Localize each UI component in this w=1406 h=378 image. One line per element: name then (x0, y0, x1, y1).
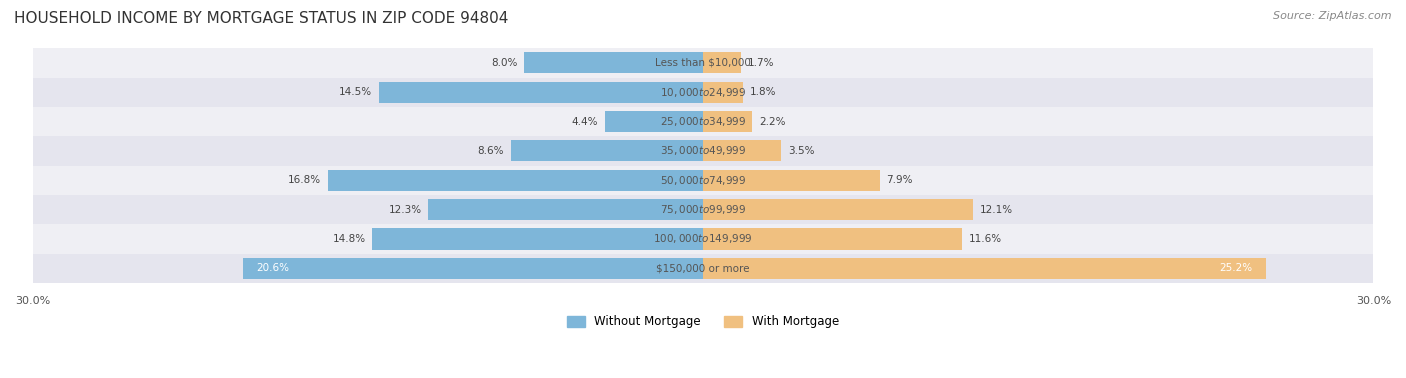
Text: $35,000 to $49,999: $35,000 to $49,999 (659, 144, 747, 157)
Bar (373, 228, 703, 249)
Text: 1.8%: 1.8% (749, 87, 776, 97)
Bar (32, 254, 1374, 283)
Bar (380, 82, 703, 103)
Bar (32, 166, 1374, 195)
Text: $150,000 or more: $150,000 or more (657, 263, 749, 273)
Text: $25,000 to $34,999: $25,000 to $34,999 (659, 115, 747, 128)
Text: $50,000 to $74,999: $50,000 to $74,999 (659, 174, 747, 187)
Legend: Without Mortgage, With Mortgage: Without Mortgage, With Mortgage (562, 311, 844, 333)
Bar (429, 199, 703, 220)
Text: 16.8%: 16.8% (288, 175, 321, 185)
Text: Less than $10,000: Less than $10,000 (655, 58, 751, 68)
Text: 4.4%: 4.4% (571, 116, 598, 127)
Bar (510, 140, 703, 161)
Text: Source: ZipAtlas.com: Source: ZipAtlas.com (1274, 11, 1392, 21)
Bar (703, 228, 962, 249)
Bar (524, 52, 703, 73)
Text: 8.0%: 8.0% (491, 58, 517, 68)
Text: 25.2%: 25.2% (1219, 263, 1253, 273)
Bar (32, 224, 1374, 254)
Text: 8.6%: 8.6% (478, 146, 505, 156)
Text: 12.3%: 12.3% (388, 204, 422, 215)
Text: HOUSEHOLD INCOME BY MORTGAGE STATUS IN ZIP CODE 94804: HOUSEHOLD INCOME BY MORTGAGE STATUS IN Z… (14, 11, 509, 26)
Text: $10,000 to $24,999: $10,000 to $24,999 (659, 86, 747, 99)
Bar (703, 82, 744, 103)
Bar (703, 199, 973, 220)
Bar (703, 258, 1267, 279)
Bar (32, 48, 1374, 77)
Bar (32, 77, 1374, 107)
Text: 2.2%: 2.2% (759, 116, 786, 127)
Bar (703, 52, 741, 73)
Bar (32, 136, 1374, 166)
Text: $100,000 to $149,999: $100,000 to $149,999 (654, 232, 752, 245)
Bar (703, 140, 782, 161)
Text: 12.1%: 12.1% (980, 204, 1014, 215)
Bar (703, 170, 880, 191)
Text: 7.9%: 7.9% (886, 175, 912, 185)
Bar (703, 111, 752, 132)
Bar (605, 111, 703, 132)
Bar (32, 195, 1374, 224)
Text: 11.6%: 11.6% (969, 234, 1002, 244)
Text: 3.5%: 3.5% (787, 146, 814, 156)
Text: 14.5%: 14.5% (339, 87, 373, 97)
Text: $75,000 to $99,999: $75,000 to $99,999 (659, 203, 747, 216)
Bar (328, 170, 703, 191)
Text: 14.8%: 14.8% (332, 234, 366, 244)
Bar (32, 107, 1374, 136)
Text: 1.7%: 1.7% (748, 58, 775, 68)
Bar (243, 258, 703, 279)
Text: 20.6%: 20.6% (256, 263, 290, 273)
